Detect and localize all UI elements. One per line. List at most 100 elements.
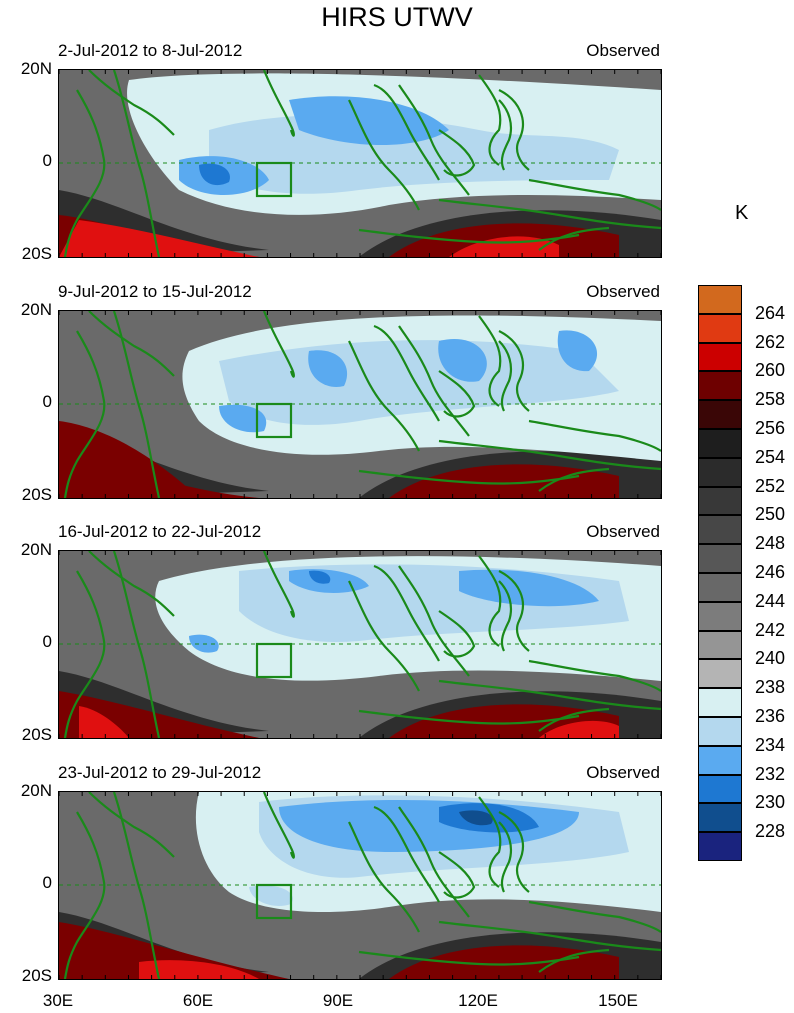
coastline [112,70,161,257]
colorbar-label: 228 [755,821,786,842]
coastline [538,707,610,732]
coastline [478,555,502,647]
coastline [358,469,580,485]
colorbar-label: 244 [755,590,786,611]
contour-region [79,706,129,738]
lat-label-20n: 20N [20,781,52,800]
coastline [438,851,476,899]
utwv-field [59,792,661,979]
coastline [112,792,161,979]
coastline [88,551,175,617]
coastline [538,226,610,251]
lat-label-20s: 20S [21,485,52,504]
contour-region [219,404,267,433]
colorbar-label: 234 [755,734,786,755]
coastline [398,325,470,437]
coastline [348,99,420,211]
utwv-field [59,551,661,738]
coastline [262,311,295,378]
panel-label: Observed [586,763,660,782]
chart-title: HIRS UTWV [321,2,473,32]
lat-label-eq: 0 [42,873,52,892]
reference-box [255,883,293,920]
colorbar-label: 254 [755,446,786,467]
coastline [348,340,420,452]
contour-region [308,350,348,387]
coastline [398,565,470,677]
colorbar-label: 258 [755,389,786,410]
coastline [498,811,530,893]
colorbar-swatch [698,400,742,429]
coastline [88,311,175,377]
map-panel-4: 23-Jul-2012 to 29-Jul-2012 Observed 20N … [0,0,794,985]
coastline [358,950,580,966]
lon-label-120e: 120E [458,991,498,1010]
colorbar-label: 238 [755,677,786,698]
coastline [438,370,476,418]
colorbar-label: 236 [755,706,786,726]
coastline [498,821,513,893]
colorbar-unit: K [735,202,749,224]
coastline [438,679,661,711]
coastline [262,792,295,859]
contour-region [459,810,493,826]
coastline [498,330,530,412]
colorbar [698,285,742,861]
colorbar-swatch [698,342,742,372]
coastline [398,84,470,196]
colorbar-swatch [698,774,742,804]
contour-region [557,330,598,372]
coastline [262,551,295,618]
coastline [373,805,440,903]
contour-region [59,922,289,979]
colorbar-label: 250 [755,504,786,525]
contour-region [59,220,259,257]
lat-label-eq: 0 [42,151,52,170]
lat-label-20n: 20N [20,300,52,319]
coastline [438,129,476,177]
lon-label-150e: 150E [598,991,638,1010]
colorbar-swatch [698,285,742,314]
colorbar-label: 256 [755,418,786,438]
colorbar-label: 252 [755,475,786,496]
coastline [262,70,295,137]
colorbar-swatch [698,544,742,573]
panel-date-range: 23-Jul-2012 to 29-Jul-2012 [58,763,262,782]
lat-label-20s: 20S [21,966,52,985]
colorbar-swatch [698,630,742,660]
coastline [498,340,513,412]
coastline [373,324,440,422]
coastline [63,330,106,498]
colorbar-label: 248 [755,533,786,554]
colorbar-label: 260 [755,360,786,381]
coastline [538,467,610,492]
coastline [358,709,580,725]
coastline [498,580,513,652]
utwv-field [59,311,661,498]
coastline [478,796,502,888]
map-plot-3 [58,550,662,739]
panel-label: Observed [586,41,660,60]
contour-region [249,885,293,907]
coastline [398,806,470,918]
coastline [373,564,440,662]
panel-date-range: 9-Jul-2012 to 15-Jul-2012 [58,282,252,301]
panel-date-range: 16-Jul-2012 to 22-Jul-2012 [58,522,262,541]
colorbar-swatch [698,457,742,487]
colorbar-label: 232 [755,763,786,784]
map-plot-1 [58,69,662,258]
coastline [438,439,661,471]
coastline [112,311,161,498]
reference-box [255,402,293,439]
coastline [478,74,502,166]
colorbar-swatch [698,371,742,401]
colorbar-swatch [698,313,742,343]
coastline [478,315,502,407]
coastline [112,551,161,738]
colorbar-swatch [698,429,742,458]
lon-label-60e: 60E [182,991,214,1010]
coastline [438,198,661,230]
colorbar-label: 264 [755,302,786,323]
coastline [438,610,476,658]
reference-box [255,642,293,679]
